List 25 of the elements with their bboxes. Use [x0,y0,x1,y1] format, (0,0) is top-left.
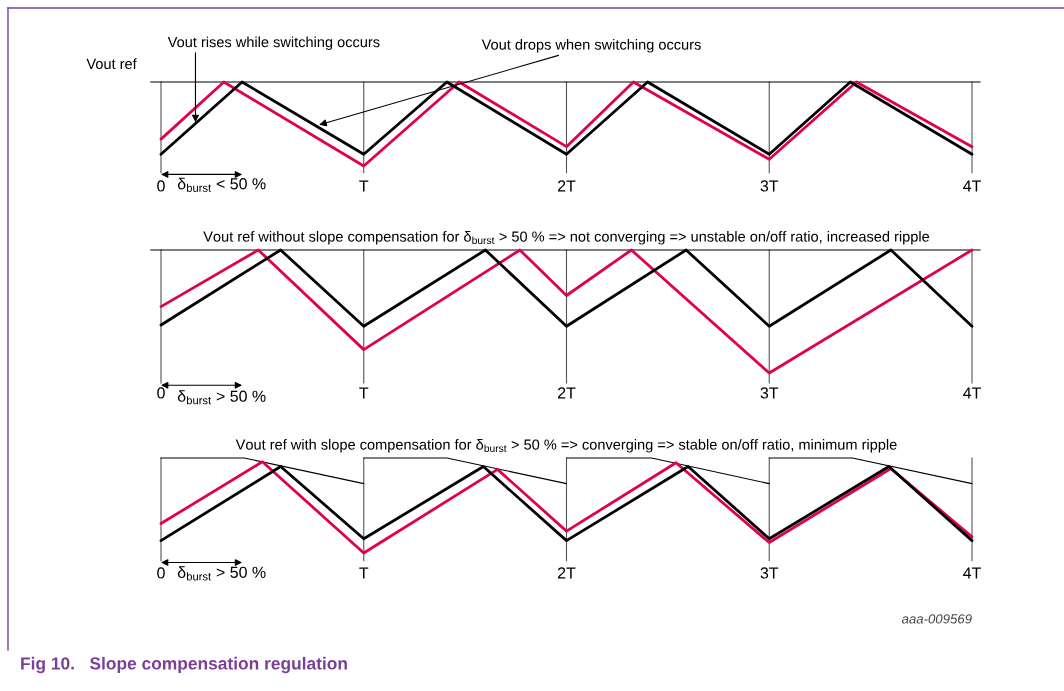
x-tick-label: 0 [157,387,165,399]
chart-title: Vout ref without slope compensation for δ$_{burst}$ > 50 % => not converging => unstable on/off ratio, increased ripple [203,231,930,245]
chart-title: Vout ref with slope compensation for δ$_{burst}$ > 50 % => converging => stable on/off ratio, minimum ripple [235,439,897,453]
x-tick-label: 0 [157,180,165,192]
caption: Fig 10. Slope compensation regulation [21,656,347,674]
x-tick-label: 2T [557,387,576,399]
x-tick-label: T [359,180,369,192]
x-tick-label: 4T [963,180,981,192]
x-tick-label: 2T [557,567,576,579]
text: aaa-009569 [901,614,972,624]
x-tick-label: T [359,387,369,399]
x-tick-label: 3T [760,567,779,579]
x-tick-label: 2T [557,180,576,192]
x-tick-label: 4T [963,387,981,399]
x-tick-label: 3T [760,387,779,399]
annotation: Vout rises while switching occurs [167,36,380,51]
x-tick-label: 0 [157,567,165,579]
text: δ$_{burst}$ > 50 % [177,390,266,405]
x-tick-label: 3T [760,180,779,192]
x-tick-label: T [359,567,369,579]
text: δ$_{burst}$ > 50 % [177,566,266,581]
ref-line-label: Vout ref [86,58,137,70]
annotation: Vout drops when switching occurs [481,39,701,53]
x-tick-label: 4T [963,567,981,579]
text: δ$_{burst}$ < 50 % [177,177,266,192]
